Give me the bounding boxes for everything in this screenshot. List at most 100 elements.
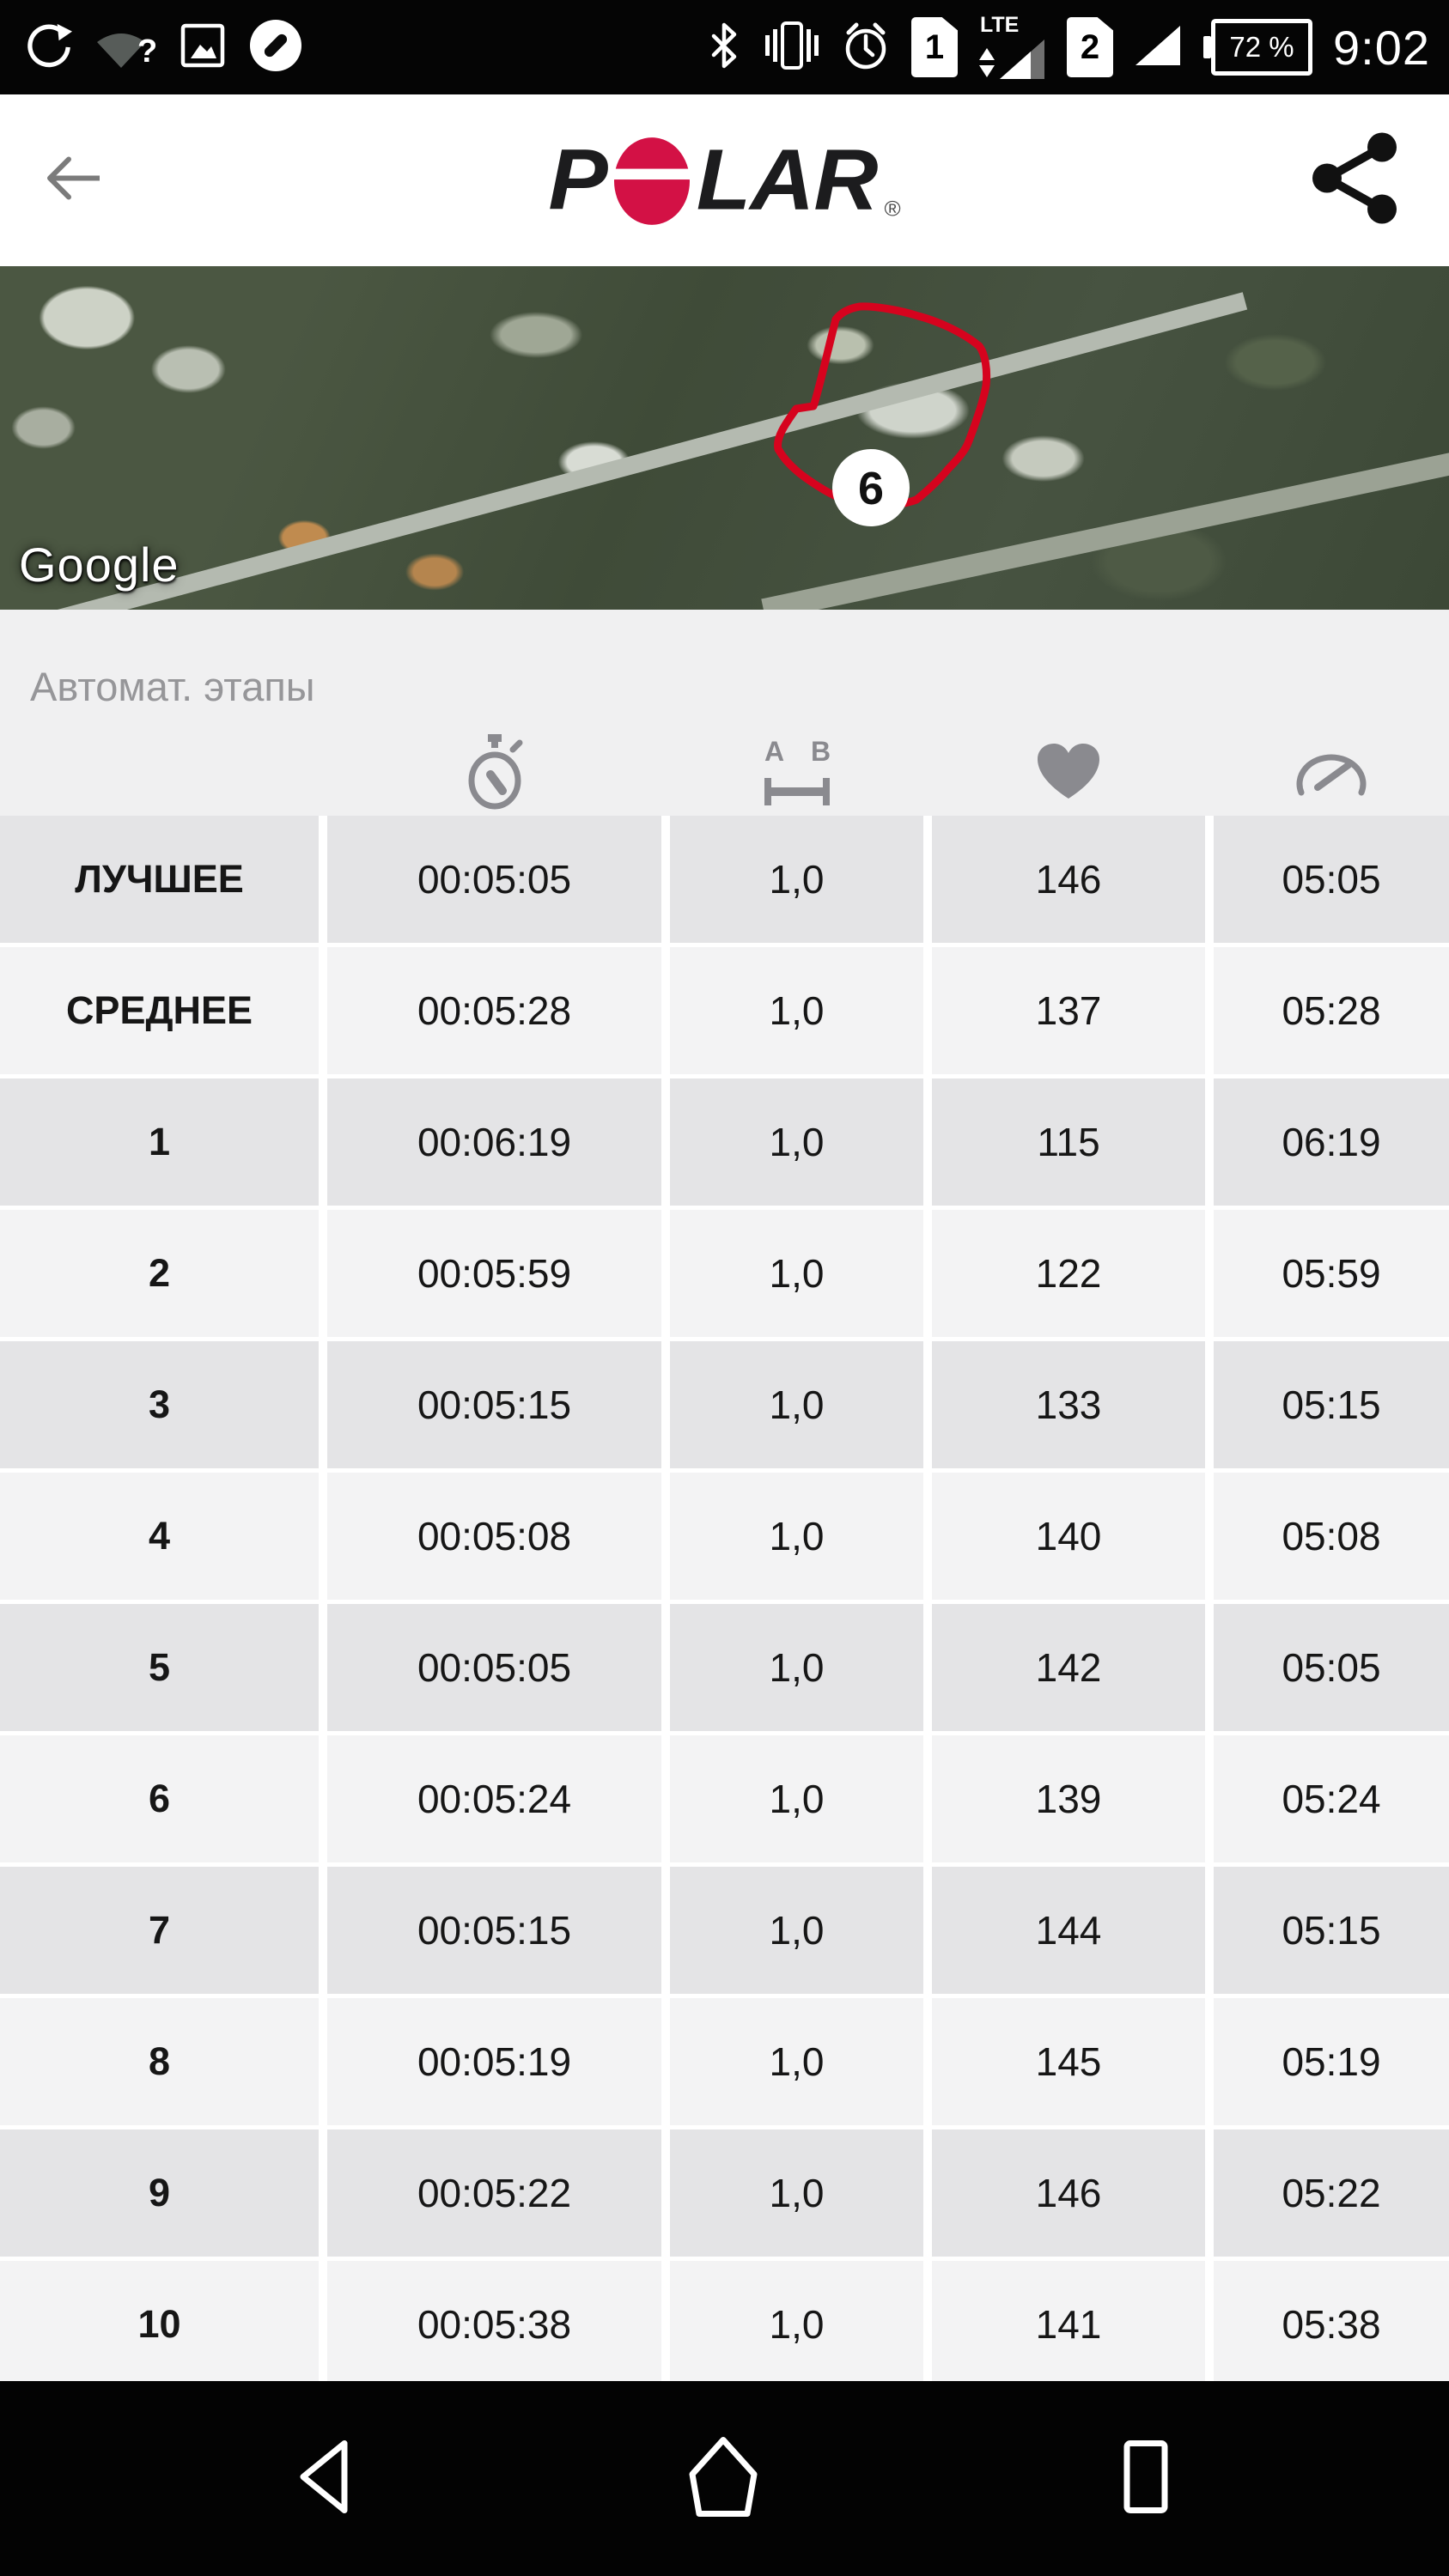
lap-row: 5 00:05:05 1,0 142 05:05 [0,1604,1449,1731]
distance-icon: A B [759,735,835,811]
lap-cell-duration: 00:05:05 [327,816,661,943]
lap-cell-duration: 00:05:28 [327,947,661,1074]
lap-cell-pace: 05:05 [1214,1604,1449,1731]
lap-cell-heart_rate: 139 [932,1735,1205,1862]
lap-cell-label: 8 [0,1998,319,2125]
nav-home-button[interactable] [687,2435,759,2522]
lap-cell-heart_rate: 145 [932,1998,1205,2125]
phone-call-icon [248,18,303,77]
lap-cell-heart_rate: 146 [932,816,1205,943]
lap-cell-distance: 1,0 [670,2261,923,2381]
lap-cell-pace: 05:05 [1214,816,1449,943]
lap-cell-heart_rate: 142 [932,1604,1205,1731]
registered-mark: ® [884,195,901,221]
status-system-icons: 1 LTE 2 72 % 9:02 [705,12,1430,81]
lap-cell-duration: 00:05:59 [327,1210,661,1337]
lap-cell-distance: 1,0 [670,1473,923,1600]
lap-cell-duration: 00:05:24 [327,1735,661,1862]
route-overlay: 6 [774,302,991,526]
nav-recents-button[interactable] [1119,2437,1172,2520]
map-view[interactable]: 6 Google [0,266,1449,610]
laps-table-body: ЛУЧШЕЕ 00:05:05 1,0 146 05:05 СРЕДНЕЕ 00:05:28… [0,816,1449,2381]
lap-row: 4 00:05:08 1,0 140 05:08 [0,1473,1449,1600]
share-icon [1312,132,1397,224]
status-bar: ? 1 LTE [0,0,1449,94]
lte-label: LTE [980,12,1020,37]
lap-cell-heart_rate: 133 [932,1341,1205,1468]
laps-title: Автомат. этапы [30,664,315,709]
lap-marker-number: 6 [858,463,884,514]
lap-cell-label: 10 [0,2261,319,2381]
lap-cell-distance: 1,0 [670,1735,923,1862]
lap-cell-label: СРЕДНЕЕ [0,947,319,1074]
lap-cell-distance: 1,0 [670,1867,923,1994]
lap-cell-pace: 05:15 [1214,1867,1449,1994]
laps-column-header: A B [0,730,1449,816]
lap-cell-duration: 00:05:38 [327,2261,661,2381]
battery-percent: 72 % [1229,31,1294,63]
lap-cell-pace: 05:15 [1214,1341,1449,1468]
pace-icon [1295,746,1367,799]
lap-cell-pace: 05:59 [1214,1210,1449,1337]
battery-icon: 72 % [1211,19,1312,76]
heart-rate-icon [1036,744,1101,802]
lap-cell-duration: 00:05:15 [327,1341,661,1468]
laps-section: Автомат. этапы A B ЛУЧШЕЕ 00:05:05 1,0 146 0… [0,610,1449,2381]
lap-cell-distance: 1,0 [670,1604,923,1731]
share-button[interactable] [1306,131,1403,231]
lap-row: 1 00:06:19 1,0 115 06:19 [0,1078,1449,1206]
clock-time: 9:02 [1333,20,1430,75]
route-track [774,302,991,510]
nav-home-icon [689,2436,758,2517]
lap-cell-duration: 00:05:08 [327,1473,661,1600]
nav-back-button[interactable] [292,2437,354,2520]
signal-wedge-icon [1000,39,1044,79]
lap-cell-duration: 00:05:22 [327,2129,661,2257]
lap-cell-duration: 00:05:19 [327,1998,661,2125]
navigation-bar [0,2381,1449,2576]
lap-cell-heart_rate: 137 [932,947,1205,1074]
lap-row: 10 00:05:38 1,0 141 05:38 [0,2261,1449,2381]
lap-row: ЛУЧШЕЕ 00:05:05 1,0 146 05:05 [0,816,1449,943]
lap-cell-distance: 1,0 [670,1341,923,1468]
lap-cell-label: 4 [0,1473,319,1600]
google-watermark: Google [19,538,180,592]
lap-cell-pace: 06:19 [1214,1078,1449,1206]
lap-cell-heart_rate: 122 [932,1210,1205,1337]
back-arrow-icon [47,156,100,200]
lap-cell-duration: 00:05:05 [327,1604,661,1731]
lap-cell-heart_rate: 141 [932,2261,1205,2381]
back-button[interactable] [38,152,105,210]
lap-row: СРЕДНЕЕ 00:05:28 1,0 137 05:28 [0,947,1449,1074]
status-notification-icons: ? [26,18,303,77]
lap-cell-label: 6 [0,1735,319,1862]
lap-cell-label: 7 [0,1867,319,1994]
lap-row: 8 00:05:19 1,0 145 05:19 [0,1998,1449,2125]
lap-cell-pace: 05:08 [1214,1473,1449,1600]
lap-cell-label: 3 [0,1341,319,1468]
sim1-signal-icon: LTE [978,12,1046,81]
bluetooth-icon [705,19,743,76]
sim1-icon: 1 [911,17,958,77]
lap-cell-label: 1 [0,1078,319,1206]
lap-cell-pace: 05:28 [1214,947,1449,1074]
polar-logo: P LAR ® [548,131,900,229]
lap-cell-label: 5 [0,1604,319,1731]
lap-cell-duration: 00:06:19 [327,1078,661,1206]
svg-text:B: B [811,736,831,767]
lap-cell-distance: 1,0 [670,1210,923,1337]
sim2-signal-icon [1134,24,1182,71]
nav-back-icon [300,2439,348,2513]
lap-cell-heart_rate: 144 [932,1867,1205,1994]
lap-cell-pace: 05:22 [1214,2129,1449,2257]
lap-cell-distance: 1,0 [670,1078,923,1206]
sim2-icon: 2 [1067,17,1113,77]
alarm-icon [841,20,891,76]
svg-text:A: A [764,736,784,767]
data-arrows-icon [979,47,995,77]
logo-letters-lar: LAR [696,131,879,228]
lap-marker-circle [832,449,910,526]
logo-letter-p: P [548,131,607,228]
lap-cell-duration: 00:05:15 [327,1867,661,1994]
